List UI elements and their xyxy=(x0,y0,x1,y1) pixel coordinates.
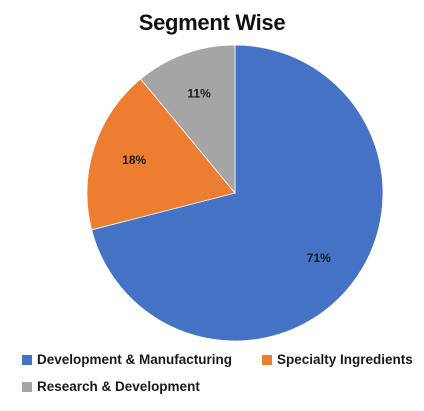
pie-slice-development-manufacturing xyxy=(91,44,384,342)
data-label-specialty-ingredients: 18% xyxy=(122,153,146,167)
legend-label: Development & Manufacturing xyxy=(37,352,233,367)
legend-item-development-manufacturing: Development & Manufacturing xyxy=(22,352,232,367)
pie-slice-specialty-ingredients xyxy=(86,78,236,231)
legend-swatch xyxy=(22,381,32,392)
legend-item-research-development: Research & Development xyxy=(22,379,200,394)
data-label-research-development: 11% xyxy=(187,86,211,100)
data-label-development-manufacturing: 71% xyxy=(307,251,331,265)
legend-swatch xyxy=(262,354,272,365)
legend-label: Specialty Ingredients xyxy=(277,352,413,367)
chart-title: Segment Wise xyxy=(138,10,286,35)
legend-label: Research & Development xyxy=(37,379,200,394)
legend-swatch xyxy=(22,354,32,365)
pie-slice-research-development xyxy=(140,44,236,195)
legend-item-specialty-ingredients: Specialty Ingredients xyxy=(262,352,413,367)
